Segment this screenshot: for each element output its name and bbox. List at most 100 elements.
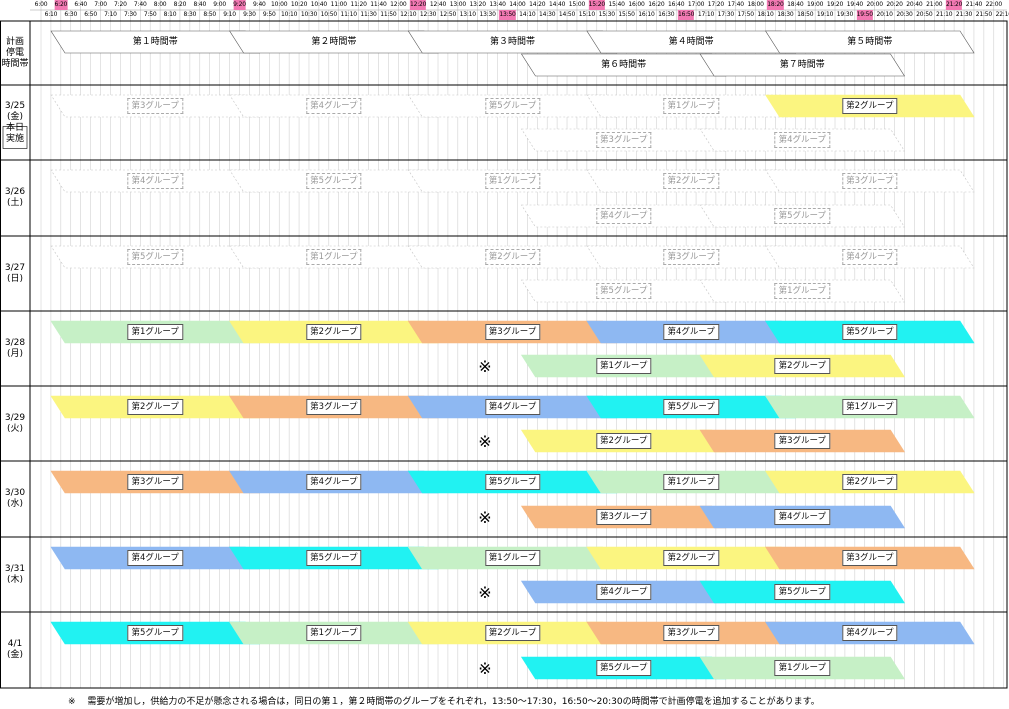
group-label: 第5グループ bbox=[306, 550, 362, 566]
top-tick: 9:00 bbox=[213, 1, 226, 8]
bottom-tick: 17:50 bbox=[737, 11, 755, 18]
bottom-tick: 13:50 bbox=[499, 10, 516, 20]
group-label: 第5グループ bbox=[127, 625, 183, 641]
group-label: 第2グループ bbox=[127, 399, 183, 415]
top-tick: 20:40 bbox=[906, 1, 923, 8]
group-label: 第4グループ bbox=[595, 584, 652, 600]
bottom-tick: 12:50 bbox=[439, 11, 457, 18]
top-tick: 9:40 bbox=[253, 1, 266, 8]
top-tick: 8:20 bbox=[173, 1, 187, 8]
group-label: 第4グループ bbox=[595, 208, 652, 224]
top-tick: 7:00 bbox=[94, 1, 107, 8]
top-tick: 16:00 bbox=[628, 1, 645, 8]
top-tick: 12:20 bbox=[409, 0, 427, 10]
top-tick: 16:20 bbox=[648, 1, 665, 8]
group-label: 第2グループ bbox=[663, 550, 719, 566]
group-label: 第2グループ bbox=[595, 433, 652, 449]
top-tick: 20:00 bbox=[866, 1, 884, 8]
top-tick: 13:40 bbox=[489, 1, 506, 8]
top-tick: 20:20 bbox=[886, 1, 903, 8]
bottom-tick: 7:30 bbox=[123, 11, 137, 18]
top-tick: 12:00 bbox=[390, 1, 407, 8]
today-box bbox=[2, 126, 28, 149]
row-date-label: 3/26 (土) bbox=[4, 187, 26, 208]
bottom-tick: 10:30 bbox=[300, 11, 318, 18]
row-date-label: 3/25 (金) 本日 実施 bbox=[4, 100, 26, 144]
row-date-label: 3/28 (月) bbox=[4, 337, 26, 359]
group-label: 第4グループ bbox=[774, 509, 830, 525]
top-tick: 7:20 bbox=[114, 1, 127, 8]
asterisk-mark: ※ bbox=[478, 583, 492, 602]
group-label: 第3グループ bbox=[663, 249, 719, 265]
bottom-tick: 15:10 bbox=[578, 11, 596, 18]
bottom-tick: 19:10 bbox=[816, 11, 834, 18]
bottom-tick: 9:10 bbox=[223, 11, 236, 18]
row-date-label: 3/27 (日) bbox=[4, 262, 26, 284]
group-label: 第4グループ bbox=[484, 399, 541, 415]
group-label: 第3グループ bbox=[127, 98, 183, 114]
top-tick: 14:00 bbox=[509, 1, 526, 8]
bottom-tick: 18:30 bbox=[777, 11, 794, 18]
top-tick: 15:00 bbox=[568, 1, 586, 8]
bottom-tick: 9:50 bbox=[262, 11, 276, 18]
group-label: 第3グループ bbox=[595, 509, 652, 525]
group-label: 第1グループ bbox=[127, 324, 183, 340]
bottom-tick: 22:10 bbox=[995, 11, 1009, 18]
timeslot-label: 第７時間帯 bbox=[779, 60, 825, 70]
bottom-tick: 8:30 bbox=[183, 11, 197, 18]
top-tick: 7:40 bbox=[133, 1, 147, 8]
bottom-tick: 20:10 bbox=[876, 11, 893, 18]
bottom-tick: 14:50 bbox=[558, 11, 576, 18]
top-tick: 10:20 bbox=[290, 1, 308, 8]
top-tick: 21:20 bbox=[945, 0, 963, 10]
bottom-tick: 6:50 bbox=[84, 11, 97, 18]
group-label: 第3グループ bbox=[484, 324, 541, 340]
bottom-tick: 19:30 bbox=[836, 11, 854, 18]
group-label: 第3グループ bbox=[127, 474, 183, 490]
top-tick: 18:00 bbox=[747, 1, 764, 8]
top-tick: 11:00 bbox=[330, 1, 348, 8]
bottom-tick: 18:50 bbox=[797, 11, 814, 18]
group-label: 第1グループ bbox=[663, 98, 719, 114]
bottom-tick: 14:10 bbox=[519, 11, 536, 18]
top-tick: 21:00 bbox=[926, 1, 943, 8]
top-tick: 19:20 bbox=[826, 1, 844, 8]
group-label: 第5グループ bbox=[842, 324, 898, 340]
group-label: 第3グループ bbox=[306, 399, 362, 415]
timeslot-label: 第４時間帯 bbox=[668, 37, 714, 47]
group-label: 第1グループ bbox=[663, 474, 719, 490]
bottom-tick: 13:30 bbox=[479, 11, 496, 18]
top-tick: 13:00 bbox=[449, 1, 467, 8]
timeslot-label: 第１時間帯 bbox=[132, 37, 178, 47]
group-label: 第3グループ bbox=[842, 173, 898, 189]
bottom-tick: 17:10 bbox=[697, 11, 715, 18]
outage-band bbox=[765, 30, 975, 54]
asterisk-mark: ※ bbox=[478, 659, 492, 678]
top-tick: 14:40 bbox=[548, 1, 566, 8]
asterisk-mark: ※ bbox=[478, 357, 492, 376]
group-label: 第2グループ bbox=[484, 625, 541, 641]
group-label: 第4グループ bbox=[306, 98, 362, 114]
bottom-tick: 18:10 bbox=[757, 11, 774, 18]
bottom-tick: 12:30 bbox=[419, 11, 437, 18]
bottom-tick: 16:50 bbox=[677, 10, 695, 20]
outage-band bbox=[699, 53, 906, 77]
top-tick: 18:40 bbox=[787, 1, 804, 8]
group-label: 第1グループ bbox=[306, 625, 362, 641]
bottom-tick: 19:50 bbox=[856, 10, 873, 20]
group-label: 第4グループ bbox=[663, 324, 719, 340]
top-tick: 17:20 bbox=[707, 1, 725, 8]
group-label: 第1グループ bbox=[774, 660, 830, 676]
bottom-tick: 9:30 bbox=[243, 11, 256, 18]
bottom-tick: 17:30 bbox=[717, 11, 735, 18]
asterisk-mark: ※ bbox=[478, 432, 492, 451]
group-label: 第5グループ bbox=[484, 474, 541, 490]
row-date-label: 4/1 (金) bbox=[6, 639, 24, 660]
bottom-tick: 10:10 bbox=[280, 11, 298, 18]
bottom-tick: 15:30 bbox=[598, 11, 616, 18]
group-label: 第3グループ bbox=[663, 625, 719, 641]
group-label: 第4グループ bbox=[842, 625, 898, 641]
bottom-tick: 11:50 bbox=[380, 11, 397, 18]
bottom-tick: 21:10 bbox=[936, 11, 953, 18]
table-frame bbox=[0, 20, 1008, 689]
